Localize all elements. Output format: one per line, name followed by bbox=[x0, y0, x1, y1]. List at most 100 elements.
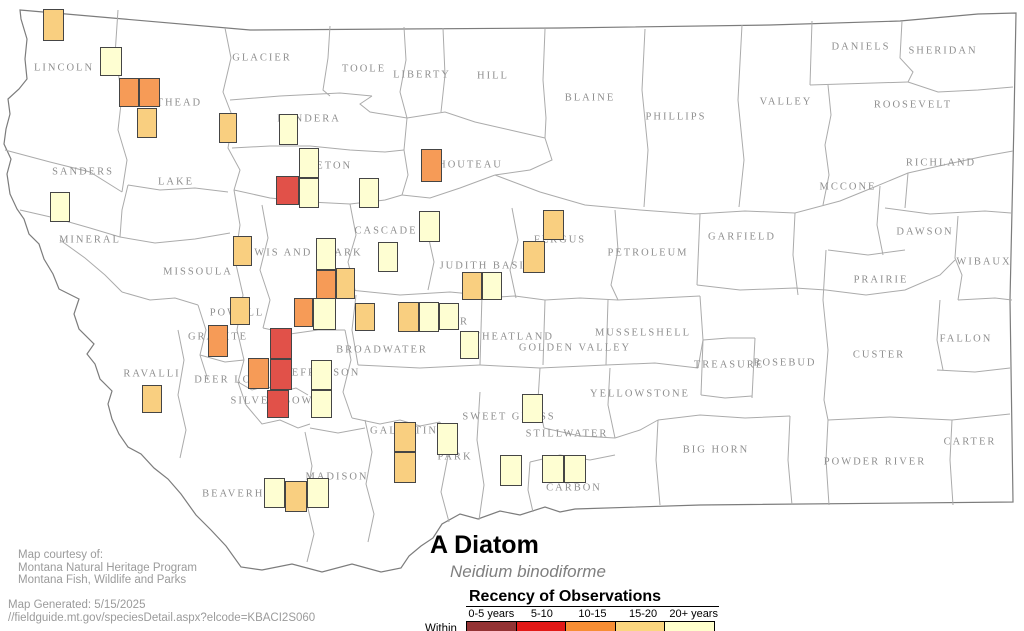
observation-marker bbox=[359, 178, 379, 208]
county-label: LINCOLN bbox=[33, 62, 95, 74]
observation-marker bbox=[460, 331, 479, 359]
observation-marker bbox=[316, 270, 336, 300]
observation-marker bbox=[439, 303, 459, 330]
observation-marker bbox=[270, 359, 292, 390]
county-label: PARK bbox=[437, 451, 473, 463]
observation-marker bbox=[100, 47, 122, 76]
county-label: GARFIELD bbox=[708, 231, 776, 243]
observation-marker bbox=[208, 325, 228, 357]
map-credits: Map courtesy of: Montana Natural Heritage… bbox=[18, 549, 197, 587]
county-label: FALLON bbox=[939, 333, 993, 345]
legend-class-label: 10-15 bbox=[578, 608, 607, 620]
observation-marker bbox=[233, 236, 252, 266]
county-label: DAWSON bbox=[896, 226, 954, 238]
map-generated-block: Map Generated: 5/15/2025 //fieldguide.mt… bbox=[8, 599, 315, 624]
county-label: PETROLEUM bbox=[607, 247, 689, 259]
county-label: YELLOWSTONE bbox=[590, 388, 690, 400]
observation-marker bbox=[482, 272, 502, 300]
observation-marker bbox=[299, 178, 319, 208]
legend-class-label: 20+ years bbox=[669, 608, 718, 620]
county-label: LAKE bbox=[158, 176, 194, 188]
county-label: SWEET GRASS bbox=[462, 411, 556, 423]
credit-line: Map courtesy of: bbox=[18, 549, 104, 561]
observation-marker bbox=[267, 390, 289, 418]
observation-marker bbox=[522, 394, 543, 423]
legend: Recency of Observations 0-5 years 5-10 10-… bbox=[425, 588, 719, 631]
county-label: FERGUS bbox=[533, 234, 587, 246]
observation-marker bbox=[523, 241, 545, 273]
county-label: BROADWATER bbox=[336, 344, 428, 356]
county-label: ROSEBUD bbox=[753, 357, 817, 369]
county-label: JUDITH BASIN bbox=[439, 260, 535, 272]
county-label: RAVALLI bbox=[123, 368, 181, 380]
county-label: MINERAL bbox=[59, 234, 121, 246]
county-label: GLACIER bbox=[232, 52, 292, 64]
county-label: BEAVERHEAD bbox=[202, 488, 292, 500]
legend-title: Recency of Observations bbox=[469, 588, 662, 605]
county-label: CHOUTEAU bbox=[429, 159, 503, 171]
observation-marker bbox=[311, 390, 332, 418]
county-label: TOOLE bbox=[341, 63, 387, 75]
county-label: BIG HORN bbox=[682, 444, 750, 456]
county-label: MUSSELSHELL bbox=[594, 327, 692, 339]
legend-class-label: 5-10 bbox=[530, 608, 553, 620]
county-label: LIBERTY bbox=[393, 69, 451, 81]
legend-swatch bbox=[664, 621, 715, 631]
within-label: Within bbox=[425, 623, 457, 631]
observation-marker bbox=[248, 358, 269, 389]
county-label: CARBON bbox=[546, 482, 602, 494]
legend-swatch bbox=[614, 621, 665, 631]
county-label: STILLWATER bbox=[525, 428, 609, 440]
county-label: PRAIRIE bbox=[853, 274, 909, 286]
legend-swatch bbox=[515, 621, 566, 631]
county-label: HILL bbox=[477, 70, 509, 82]
legend-swatch bbox=[565, 621, 616, 631]
county-label: SHERIDAN bbox=[908, 45, 978, 57]
county-label: BLAINE bbox=[564, 92, 616, 104]
map-source-url: //fieldguide.mt.gov/speciesDetail.aspx?e… bbox=[8, 611, 316, 624]
observation-marker bbox=[285, 481, 307, 512]
county-label: MCCONE bbox=[819, 181, 877, 193]
observation-marker bbox=[43, 9, 64, 41]
observation-marker bbox=[142, 385, 162, 413]
legend-swatches-row: Within bbox=[425, 621, 719, 631]
legend-labels-row: 0-5 years 5-10 10-15 15-20 20+ years bbox=[466, 606, 719, 620]
map-generated-date: Map Generated: 5/15/2025 bbox=[8, 599, 146, 611]
observation-marker bbox=[230, 297, 250, 325]
observation-marker bbox=[313, 298, 336, 330]
legend-swatch bbox=[466, 621, 517, 631]
county-label: WIBAUX bbox=[956, 256, 1012, 268]
observation-marker bbox=[437, 423, 458, 455]
observation-marker bbox=[336, 268, 355, 299]
observation-marker bbox=[419, 302, 439, 332]
observation-marker bbox=[137, 108, 157, 138]
county-label: CASCADE bbox=[354, 225, 418, 237]
observation-marker bbox=[394, 452, 416, 483]
county-label: SANDERS bbox=[52, 166, 114, 178]
observation-marker bbox=[316, 238, 336, 270]
credit-line: Montana Natural Heritage Program bbox=[18, 561, 197, 574]
observation-marker bbox=[398, 302, 419, 332]
observation-marker bbox=[276, 176, 299, 205]
observation-marker bbox=[500, 455, 522, 486]
observation-marker bbox=[294, 298, 313, 327]
county-label: CARTER bbox=[943, 436, 997, 448]
observation-marker bbox=[307, 478, 329, 508]
observation-marker bbox=[543, 210, 564, 240]
observation-marker bbox=[462, 272, 482, 300]
observation-marker bbox=[299, 148, 319, 178]
county-label: GOLDEN VALLEY bbox=[518, 342, 632, 354]
county-label: TREASURE bbox=[693, 359, 765, 371]
county-label: PONDERA bbox=[277, 113, 341, 125]
observation-marker bbox=[219, 113, 237, 143]
county-label: RICHLAND bbox=[905, 157, 977, 169]
observation-marker bbox=[394, 422, 416, 452]
county-label: PHILLIPS bbox=[645, 111, 707, 123]
credit-line: Montana Fish, Wildlife and Parks bbox=[18, 574, 187, 586]
county-label: VALLEY bbox=[759, 96, 813, 108]
observation-marker bbox=[119, 78, 139, 107]
county-label: LEWIS AND CLARK bbox=[237, 247, 363, 259]
observation-marker bbox=[264, 478, 285, 508]
